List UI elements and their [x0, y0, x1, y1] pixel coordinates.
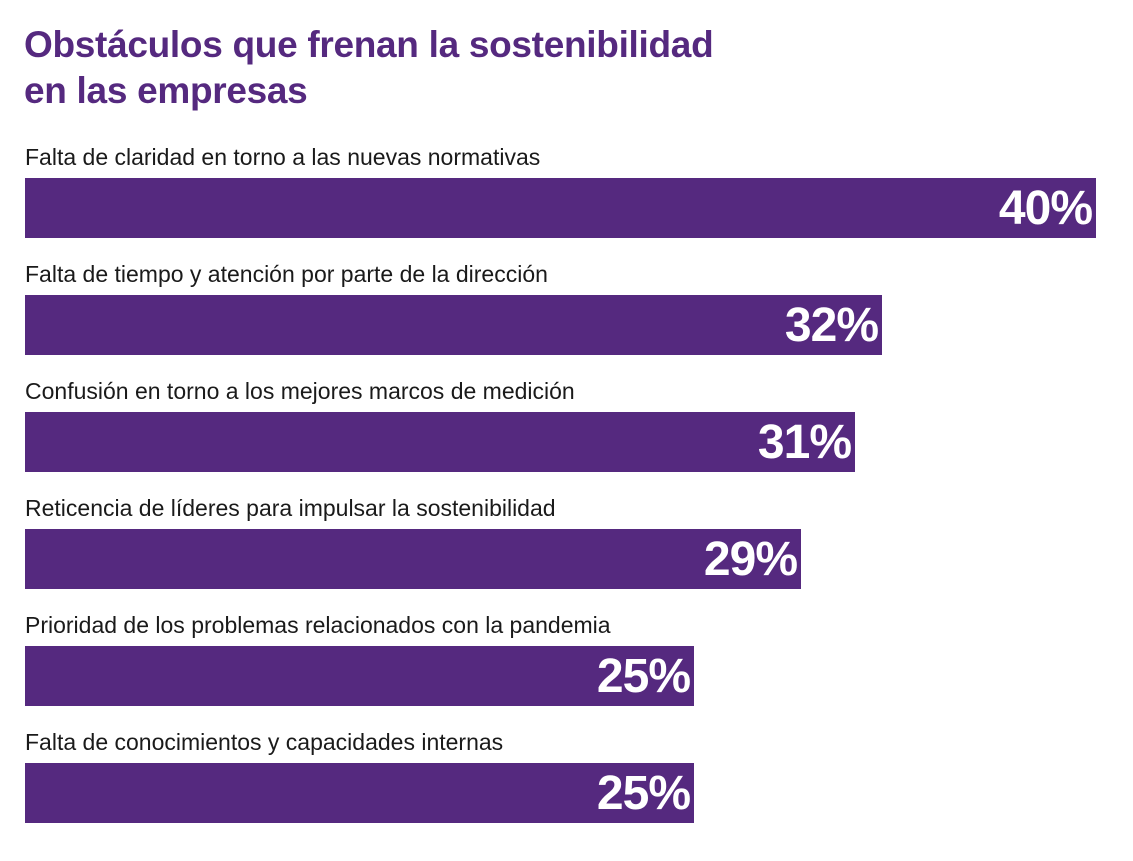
bar: 25%	[25, 646, 694, 706]
bar: 32%	[25, 295, 882, 355]
bar-value-label: 31%	[757, 416, 852, 469]
category-label: Reticencia de líderes para impulsar la s…	[25, 495, 556, 521]
bar: 29%	[25, 529, 801, 589]
chart-title: Obstáculos que frenan la sostenibilidad …	[24, 22, 1024, 114]
category-label: Falta de tiempo y atención por parte de …	[25, 261, 548, 287]
chart-title-line-2: en las empresas	[24, 70, 308, 111]
category-label: Confusión en torno a los mejores marcos …	[25, 378, 575, 404]
category-label: Falta de conocimientos y capacidades int…	[25, 729, 504, 755]
category-label: Falta de claridad en torno a las nuevas …	[25, 144, 541, 170]
bar-value-label: 32%	[784, 299, 879, 352]
bar: 25%	[25, 763, 694, 823]
bar-value-label: 25%	[596, 767, 691, 820]
bar-value-label: 29%	[703, 533, 798, 586]
chart-title-line-1: Obstáculos que frenan la sostenibilidad	[24, 24, 714, 65]
bar-value-label: 40%	[998, 182, 1093, 235]
bar: 40%	[25, 178, 1096, 238]
category-label: Prioridad de los problemas relacionados …	[25, 612, 611, 638]
bar: 31%	[25, 412, 855, 472]
bar-value-label: 25%	[596, 650, 691, 703]
